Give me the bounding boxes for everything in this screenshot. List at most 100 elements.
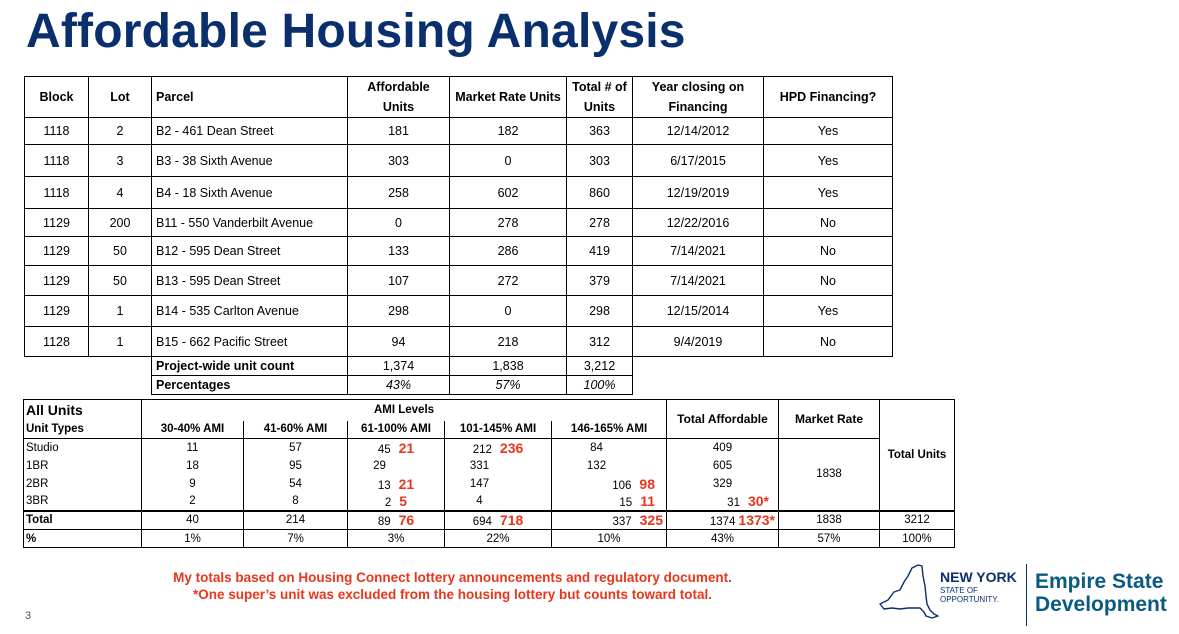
percent-row: % 1% 7% 3% 22% 10% 43% 57% 100% (23, 529, 955, 548)
cell: 1% (141, 529, 244, 548)
col-header: Block (24, 76, 89, 118)
cell: 303 (347, 144, 450, 177)
col-header: Affordable Units (347, 76, 450, 118)
cell: 106 98 (551, 474, 667, 493)
cell-value: 31 (727, 497, 740, 509)
cell: 50 (88, 265, 152, 296)
cell: 409 (666, 438, 779, 457)
ami-col-header: 101-145% AMI (444, 420, 552, 439)
cell: 278 (449, 208, 567, 237)
parcel-table-header: Block Lot Parcel Affordable Units Market… (24, 76, 893, 118)
cell: 272 (449, 265, 567, 296)
cell: 3212 (879, 509, 955, 530)
logo-divider (1026, 564, 1027, 626)
cell: 22% (444, 529, 552, 548)
cell: 3,212 (566, 356, 633, 376)
correction-value: 21 (398, 475, 415, 492)
ami-col-header: 146-165% AMI (551, 420, 667, 439)
cell: 860 (566, 176, 633, 209)
table-row: 1129 50 B12 - 595 Dean Street 133 286 41… (24, 236, 893, 266)
cell: 278 (566, 208, 633, 237)
ami-levels-label: AMI Levels (141, 399, 667, 421)
esd-line: Empire State (1035, 570, 1164, 593)
cell: No (763, 236, 893, 266)
cell: 3% (347, 529, 445, 548)
project-wide-label: Project-wide unit count (151, 356, 348, 376)
cell: 31 30* (666, 492, 779, 511)
cell: 212 236 (444, 438, 552, 457)
correction-value: 718 (499, 512, 524, 529)
cell: No (763, 265, 893, 296)
cell: 214 (243, 509, 348, 530)
correction-value: 1373* (738, 512, 775, 529)
cell: 1118 (24, 176, 89, 209)
cell: 337 325 (551, 509, 667, 530)
cell: B2 - 461 Dean Street (151, 117, 348, 145)
correction-value: 30* (747, 493, 769, 509)
ami-subheader-row: Unit Types 30-40% AMI 41-60% AMI 61-100%… (23, 420, 955, 439)
col-header: Total # of Units (566, 76, 633, 118)
ny-wordmark: NEW YORK (940, 569, 1017, 585)
cell: 89 76 (347, 509, 445, 530)
cell: B11 - 550 Vanderbilt Avenue (151, 208, 348, 237)
cell: Yes (763, 117, 893, 145)
cell: No (763, 326, 893, 357)
table-row: 1BR 18 95 29 331 132 605 (23, 456, 955, 475)
unit-type: Studio (23, 438, 142, 457)
ami-col-header: 61-100% AMI (347, 420, 445, 439)
cell: 107 (347, 265, 450, 296)
cell: 379 (566, 265, 633, 296)
cell: 11 (141, 438, 244, 457)
cell: 12/22/2016 (632, 208, 764, 237)
cell: 147 (444, 474, 552, 493)
cell: 12/15/2014 (632, 295, 764, 327)
cell: 1129 (24, 265, 89, 296)
cell: 43% (666, 529, 779, 548)
ami-table: All Units AMI Levels Total Affordable Ma… (23, 399, 955, 548)
new-york-state-map-icon (879, 564, 939, 619)
cell: 133 (347, 236, 450, 266)
cell: 694 718 (444, 509, 552, 530)
cell: 200 (88, 208, 152, 237)
col-header: Lot (88, 76, 152, 118)
cell: 182 (449, 117, 567, 145)
total-affordable-header: Total Affordable (666, 399, 779, 439)
cell: 1 (88, 295, 152, 327)
cell: 12/19/2019 (632, 176, 764, 209)
cell: 1128 (24, 326, 89, 357)
cell: B3 - 38 Sixth Avenue (151, 144, 348, 177)
cell: 132 (551, 456, 667, 475)
unit-types-label: Unit Types (23, 420, 142, 439)
cell: 3 (88, 144, 152, 177)
cell: 1129 (24, 208, 89, 237)
market-rate-value: 1838 (778, 438, 880, 511)
cell: 1,374 (347, 356, 450, 376)
table-row: 1118 4 B4 - 18 Sixth Avenue 258 602 860 … (24, 176, 893, 209)
unit-type: 2BR (23, 474, 142, 493)
page-title: Affordable Housing Analysis (26, 5, 686, 58)
cell: 9/4/2019 (632, 326, 764, 357)
correction-value: 325 (639, 512, 663, 529)
cell: B12 - 595 Dean Street (151, 236, 348, 266)
cell: 10% (551, 529, 667, 548)
cell-value: 13 (377, 479, 391, 492)
cell: 4 (88, 176, 152, 209)
cell-value: 2 (384, 497, 392, 509)
table-row: 1129 1 B14 - 535 Carlton Avenue 298 0 29… (24, 295, 893, 327)
total-label: Total (23, 509, 142, 530)
cell: 6/17/2015 (632, 144, 764, 177)
cell: B13 - 595 Dean Street (151, 265, 348, 296)
cell-value: 84 (590, 441, 603, 454)
cell: 1374 1373* (666, 509, 779, 530)
percent-label: % (23, 529, 142, 548)
cell: 363 (566, 117, 633, 145)
note-line-1: My totals based on Housing Connect lotte… (173, 570, 732, 585)
cell: 1129 (24, 295, 89, 327)
market-rate-header: Market Rate (778, 399, 880, 439)
esd-line: Development (1035, 593, 1167, 616)
cell: 15 11 (551, 492, 667, 511)
cell: 100% (879, 529, 955, 548)
cell: 0 (449, 144, 567, 177)
